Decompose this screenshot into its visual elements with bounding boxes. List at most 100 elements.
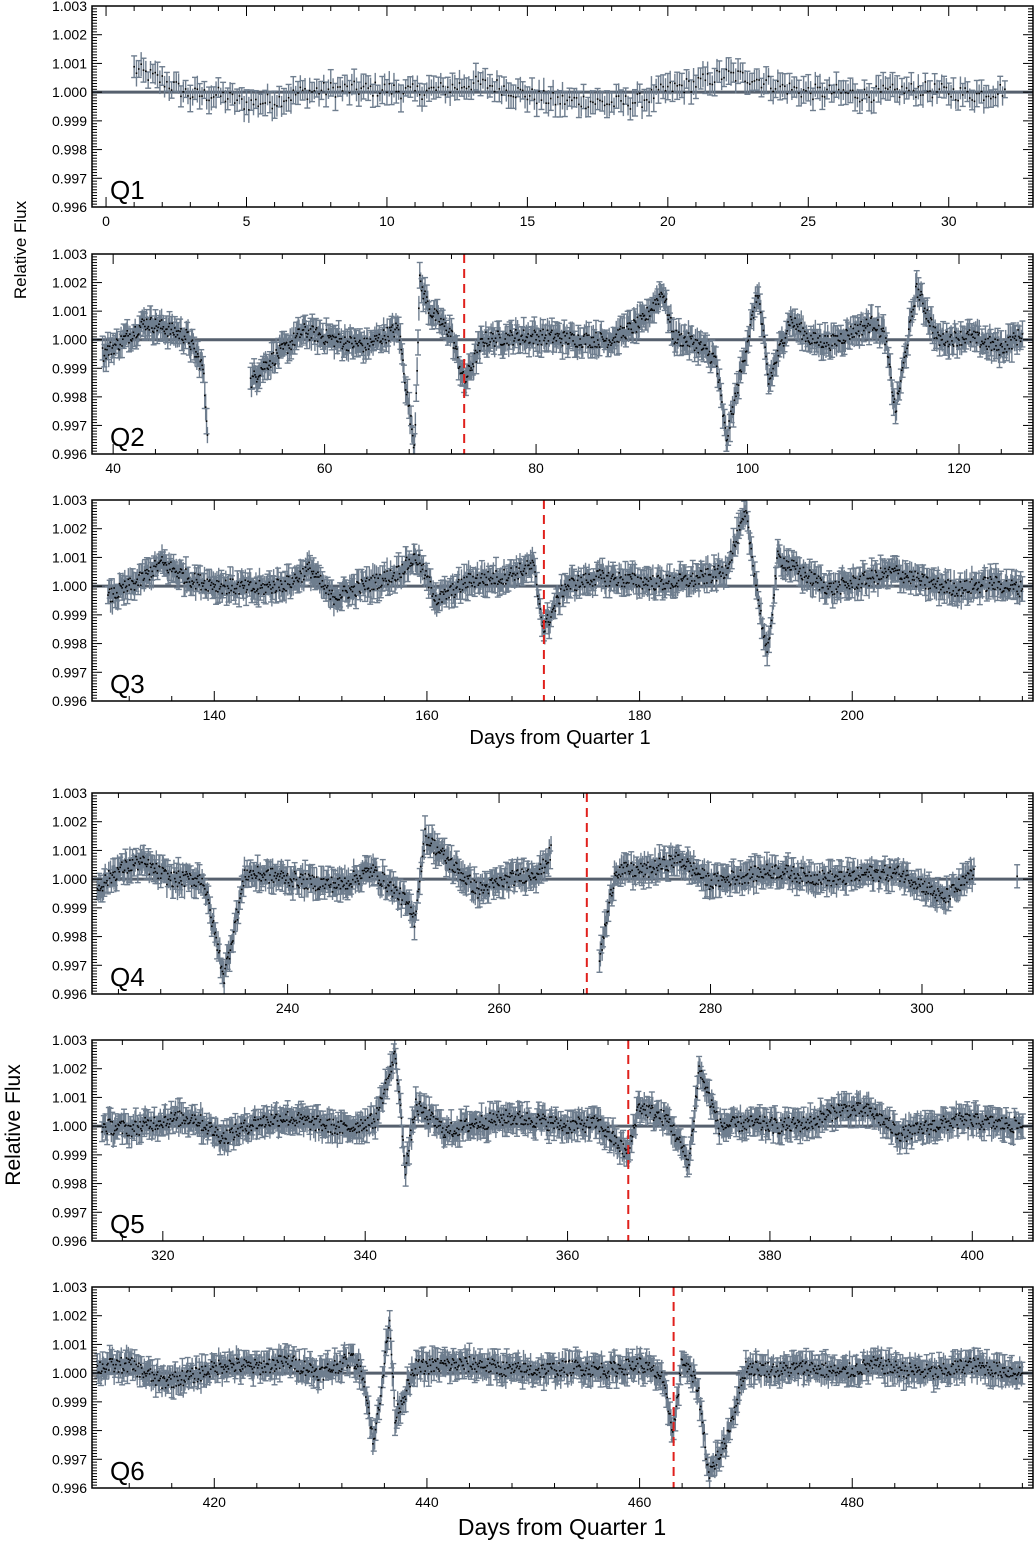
data-point: [596, 98, 599, 100]
data-point: [507, 333, 509, 336]
data-point: [149, 69, 152, 71]
data-point: [560, 338, 563, 340]
data-point: [818, 344, 820, 346]
data-point: [307, 329, 310, 332]
data-point: [198, 95, 201, 98]
data-point: [514, 337, 516, 340]
data-point: [933, 83, 936, 85]
data-point: [167, 325, 170, 328]
data-point: [233, 102, 236, 104]
data-point: [404, 87, 407, 89]
data-point: [185, 328, 188, 331]
y-ticks: [92, 5, 1033, 208]
data-point: [798, 323, 801, 325]
data-point: [578, 103, 580, 106]
data-point: [720, 78, 723, 81]
data-point: [118, 348, 121, 351]
data-point: [887, 356, 890, 359]
data-point: [423, 94, 426, 96]
data-point: [588, 334, 590, 336]
data-point: [854, 323, 856, 326]
data-point: [343, 343, 345, 345]
data-point: [867, 322, 870, 325]
data-point: [327, 335, 329, 337]
data-point: [206, 434, 209, 436]
data-point: [952, 88, 955, 90]
data-point: [676, 85, 678, 87]
data-point: [756, 295, 759, 297]
data-point: [896, 392, 899, 394]
data-point: [609, 341, 611, 343]
data-point: [390, 93, 393, 95]
data-point: [695, 347, 698, 349]
data-point: [352, 346, 354, 349]
data-point: [792, 326, 795, 328]
data-point: [522, 339, 524, 341]
data-point: [702, 73, 704, 76]
data-point: [276, 105, 278, 107]
data-point: [182, 91, 185, 93]
y-tick-label: 1.001: [52, 303, 87, 319]
data-point: [306, 336, 308, 338]
data-point: [676, 342, 678, 344]
data-point: [401, 353, 403, 355]
data-point: [603, 340, 605, 342]
x-tick-label: 80: [528, 460, 544, 476]
data-point: [796, 323, 798, 326]
data-point: [760, 86, 763, 89]
data-point: [728, 420, 730, 422]
data-point: [805, 332, 808, 335]
data-point: [529, 341, 531, 344]
data-point: [536, 334, 538, 336]
data-point: [954, 331, 957, 334]
data-point: [889, 366, 892, 368]
data-point: [717, 381, 720, 383]
y-tick-label: 1.003: [52, 0, 87, 14]
data-point: [838, 339, 840, 342]
data-point: [837, 88, 840, 91]
data-point: [845, 328, 848, 331]
data-point: [155, 325, 158, 327]
data-point: [420, 289, 423, 292]
data-point: [938, 344, 941, 347]
data-point: [646, 306, 648, 309]
data-point: [606, 346, 609, 349]
data-point: [324, 340, 327, 343]
data-point: [971, 99, 973, 101]
data-point: [231, 93, 234, 96]
data-point: [576, 346, 579, 348]
data-point: [967, 333, 970, 336]
data-point: [924, 312, 927, 314]
data-point: [692, 343, 694, 346]
data-points: [133, 63, 1006, 111]
data-point: [524, 95, 526, 98]
data-point: [978, 332, 981, 334]
data-point: [159, 320, 161, 323]
data-point: [202, 368, 204, 371]
data-point: [438, 320, 440, 323]
data-point: [793, 86, 796, 88]
data-point: [680, 333, 683, 335]
data-point: [433, 312, 435, 314]
data-point: [692, 341, 695, 344]
data-point: [970, 334, 973, 336]
data-point: [189, 346, 191, 348]
data-point: [795, 86, 798, 89]
data-point: [376, 339, 379, 342]
data-point: [336, 340, 338, 342]
data-point: [989, 335, 991, 338]
data-point: [681, 345, 684, 347]
data-point: [774, 362, 776, 364]
data-point: [565, 341, 567, 344]
data-point: [964, 87, 966, 89]
data-point: [135, 336, 137, 339]
data-point: [706, 347, 708, 350]
data-point: [473, 352, 476, 355]
data-point: [113, 352, 115, 355]
data-point: [866, 325, 869, 327]
data-point: [492, 340, 495, 342]
data-point: [574, 345, 577, 348]
data-point: [740, 370, 743, 373]
data-point: [1009, 335, 1011, 338]
data-point: [365, 349, 367, 351]
